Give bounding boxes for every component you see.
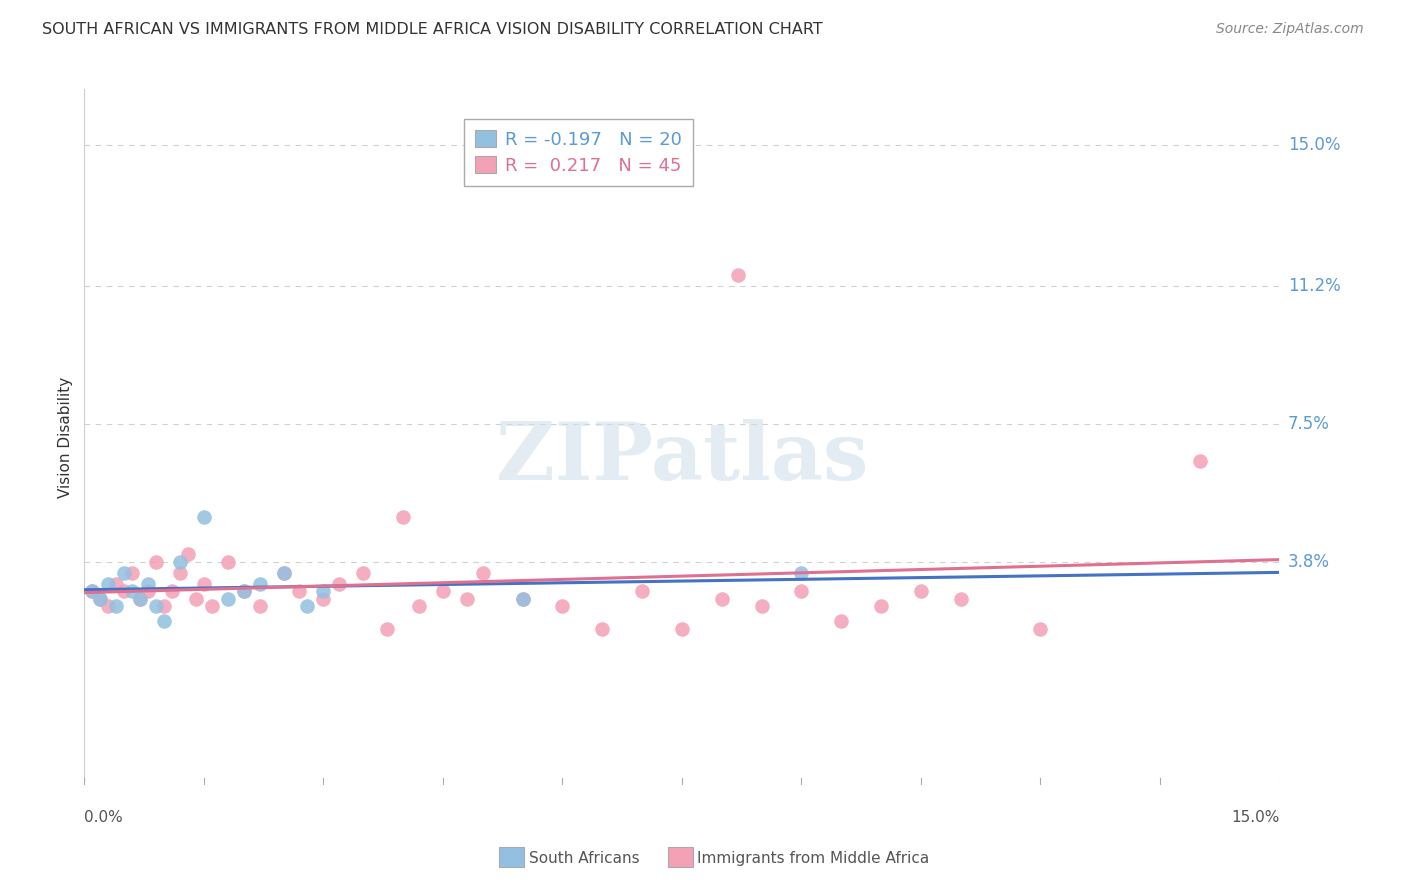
Text: Source: ZipAtlas.com: Source: ZipAtlas.com (1216, 22, 1364, 37)
Point (1029, 622, 1052, 636)
Point (297, 599, 319, 614)
Text: 0.0%: 0.0% (84, 810, 124, 825)
Point (160, 584, 183, 599)
Point (432, 584, 454, 599)
Point (121, 584, 143, 599)
Point (471, 566, 494, 580)
Point (591, 622, 613, 636)
Point (217, 591, 239, 606)
Point (910, 584, 932, 599)
Point (751, 599, 773, 614)
Text: 15.0%: 15.0% (1288, 136, 1340, 154)
Point (153, 599, 176, 614)
Point (121, 566, 143, 580)
Point (870, 599, 893, 614)
Point (456, 591, 478, 606)
Point (145, 599, 167, 614)
Point (82, 584, 104, 599)
Point (97, 599, 120, 614)
Text: South Africans: South Africans (529, 851, 640, 865)
Point (273, 566, 295, 580)
Point (512, 591, 534, 606)
Point (631, 584, 654, 599)
Point (1188, 454, 1211, 468)
Point (232, 584, 254, 599)
Text: 3.8%: 3.8% (1288, 553, 1330, 571)
Point (710, 591, 733, 606)
Point (312, 591, 335, 606)
Point (375, 622, 398, 636)
Point (105, 577, 128, 591)
Point (169, 566, 191, 580)
Point (512, 591, 534, 606)
Point (82, 584, 104, 599)
Text: ZIPatlas: ZIPatlas (496, 419, 868, 497)
Point (312, 584, 335, 599)
Point (136, 577, 159, 591)
Point (949, 591, 972, 606)
Point (352, 566, 374, 580)
Point (193, 577, 215, 591)
Y-axis label: Vision Disability: Vision Disability (58, 376, 73, 498)
Text: 15.0%: 15.0% (1232, 810, 1279, 825)
Text: 11.2%: 11.2% (1288, 277, 1340, 295)
Point (830, 614, 852, 628)
Point (129, 591, 152, 606)
Point (145, 555, 167, 569)
Point (727, 268, 749, 283)
Point (249, 599, 271, 614)
Point (790, 566, 813, 580)
Point (153, 614, 176, 628)
Point (169, 555, 191, 569)
Point (249, 577, 271, 591)
Point (112, 566, 135, 580)
Point (408, 599, 430, 614)
Point (671, 622, 693, 636)
Point (273, 566, 295, 580)
Point (790, 584, 813, 599)
Point (177, 547, 200, 561)
Point (392, 510, 415, 524)
Text: Immigrants from Middle Africa: Immigrants from Middle Africa (697, 851, 929, 865)
Point (136, 584, 159, 599)
Point (193, 510, 215, 524)
Point (551, 599, 574, 614)
Point (288, 584, 311, 599)
Text: 7.5%: 7.5% (1288, 415, 1330, 433)
Point (184, 591, 207, 606)
Legend: R = -0.197   N = 20, R =  0.217   N = 45: R = -0.197 N = 20, R = 0.217 N = 45 (464, 120, 693, 186)
Text: SOUTH AFRICAN VS IMMIGRANTS FROM MIDDLE AFRICA VISION DISABILITY CORRELATION CHA: SOUTH AFRICAN VS IMMIGRANTS FROM MIDDLE … (42, 22, 823, 37)
Point (217, 555, 239, 569)
Point (97, 577, 120, 591)
Point (105, 599, 128, 614)
Point (328, 577, 350, 591)
Point (129, 591, 152, 606)
Point (232, 584, 254, 599)
Point (89, 591, 111, 606)
Point (112, 584, 135, 599)
Point (89, 591, 111, 606)
Point (201, 599, 224, 614)
